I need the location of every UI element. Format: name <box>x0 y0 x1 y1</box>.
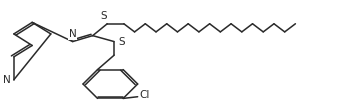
Text: Cl: Cl <box>139 90 150 100</box>
Text: N: N <box>3 75 11 85</box>
Text: N: N <box>69 29 77 39</box>
Text: S: S <box>100 11 107 21</box>
Text: S: S <box>118 37 125 47</box>
